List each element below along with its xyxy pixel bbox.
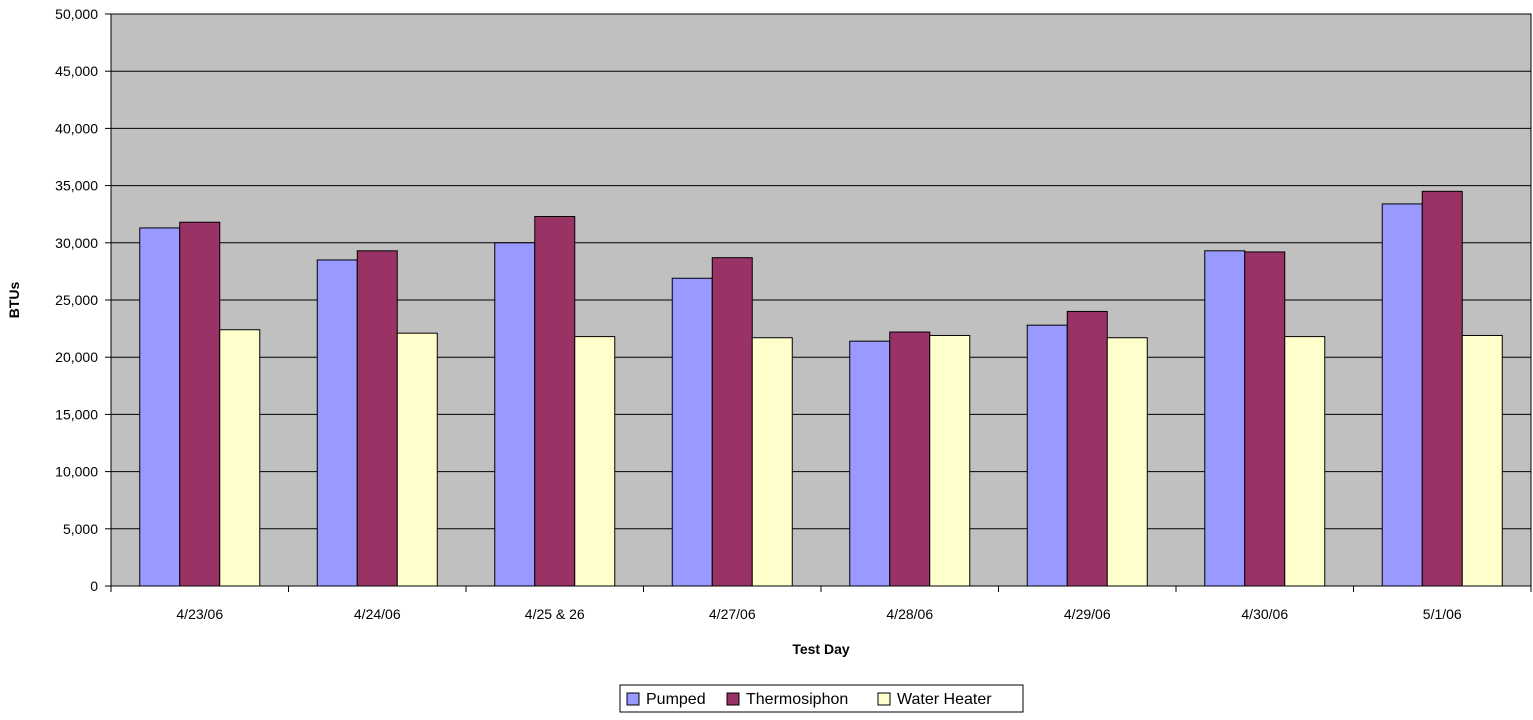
x-tick-label: 4/23/06 (176, 606, 223, 622)
bar-pumped (1381, 203, 1423, 587)
legend-label-water-heater: Water Heater (897, 691, 992, 708)
bar-thermosiphon (1066, 310, 1108, 587)
y-tick-label: 25,000 (55, 292, 98, 308)
x-tick-label: 4/27/06 (709, 606, 756, 622)
bar-water-heater (929, 334, 971, 587)
bar-water-heater (1284, 336, 1326, 587)
bar-thermosiphon (1244, 251, 1286, 587)
legend-swatch-water-heater (877, 692, 891, 706)
bar-pumped (849, 340, 891, 587)
x-axis-title: Test Day (792, 641, 850, 657)
y-tick-label: 5,000 (63, 521, 98, 537)
bars (139, 190, 1503, 587)
y-tick-label: 45,000 (55, 63, 98, 79)
y-tick-label: 15,000 (55, 406, 98, 422)
bar-thermosiphon (711, 257, 753, 587)
bar-water-heater (396, 332, 438, 587)
bar-pumped (1026, 324, 1068, 587)
legend: Pumped Thermosiphon Water Heater (619, 684, 1024, 713)
x-tick-label: 4/25 & 26 (525, 606, 585, 622)
x-axis-ticks: 4/23/06 4/24/06 4/25 & 26 4/27/06 4/28/06 4/2… (110, 586, 1532, 622)
x-tick-label: 5/1/06 (1423, 606, 1462, 622)
legend-box (619, 684, 1024, 713)
legend-swatch-thermosiphon (726, 692, 740, 706)
x-tick-label: 4/29/06 (1064, 606, 1111, 622)
y-tick-label: 0 (90, 578, 98, 594)
y-tick-label: 35,000 (55, 178, 98, 194)
y-axis-title: BTUs (6, 282, 22, 319)
bar-pumped (316, 259, 358, 587)
bar-water-heater (1106, 337, 1148, 587)
y-tick-label: 30,000 (55, 235, 98, 251)
y-axis-ticks: 0 5,000 10,000 15,000 20,000 25,000 30,000 35,0… (55, 6, 111, 594)
bar-thermosiphon (534, 215, 576, 587)
y-tick-label: 10,000 (55, 464, 98, 480)
legend-label-pumped: Pumped (646, 691, 706, 708)
bar-water-heater (574, 336, 616, 587)
bar-thermosiphon (179, 221, 221, 587)
bar-pumped (139, 227, 181, 587)
bar-water-heater (219, 329, 261, 587)
bar-pumped (671, 277, 713, 587)
legend-swatch-pumped (626, 692, 640, 706)
x-tick-label: 4/24/06 (354, 606, 401, 622)
bar-thermosiphon (356, 250, 398, 587)
x-tick-label: 4/28/06 (886, 606, 933, 622)
bar-thermosiphon (889, 331, 931, 587)
bar-water-heater (1461, 334, 1503, 587)
bar-water-heater (751, 337, 793, 587)
x-tick-label: 4/30/06 (1241, 606, 1288, 622)
y-tick-label: 20,000 (55, 349, 98, 365)
legend-label-thermosiphon: Thermosiphon (746, 691, 848, 708)
bar-thermosiphon (1421, 190, 1463, 587)
y-tick-label: 50,000 (55, 6, 98, 22)
bar-pumped (1204, 250, 1246, 587)
bar-pumped (494, 242, 536, 587)
y-tick-label: 40,000 (55, 120, 98, 136)
